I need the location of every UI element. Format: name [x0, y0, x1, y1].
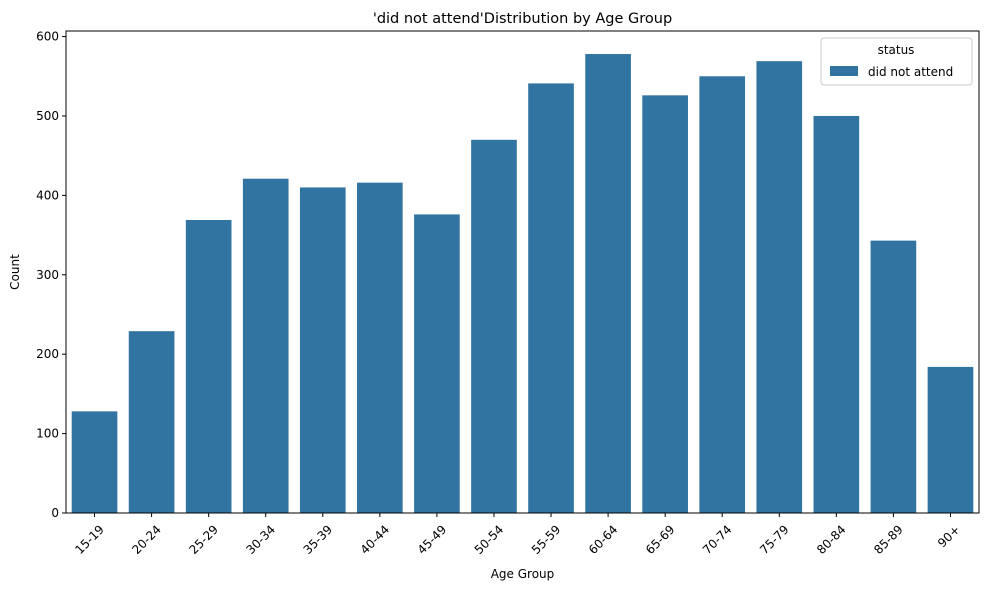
- x-tick-label: 85-89: [871, 522, 906, 557]
- x-tick-label: 80-84: [814, 522, 849, 557]
- bar-35-39: [299, 187, 346, 513]
- x-axis: 15-19 20-24 25-29 30-34 35-39 40-44 45-49 50-54…: [72, 513, 963, 557]
- x-tick-label: 20-24: [129, 522, 164, 557]
- x-tick-label: 15-19: [72, 522, 107, 557]
- x-tick-label: 50-54: [472, 522, 507, 557]
- x-tick-label: 25-29: [186, 522, 221, 557]
- legend-swatch: [830, 66, 858, 76]
- x-tick-label: 75-79: [757, 522, 792, 557]
- legend: status did not attend: [820, 37, 973, 86]
- bar-75-79: [756, 61, 803, 514]
- bar-40-44: [357, 182, 403, 513]
- bar-90+: [927, 366, 974, 513]
- x-tick-label: 45-49: [415, 522, 450, 557]
- x-tick-label: 65-69: [643, 522, 678, 557]
- x-tick-label: 90+: [935, 522, 963, 550]
- bar-80-84: [813, 115, 860, 514]
- bar-70-74: [699, 76, 746, 513]
- bar-25-29: [185, 219, 232, 513]
- bar-50-54: [471, 139, 517, 513]
- y-tick-label: 0: [51, 506, 59, 520]
- bar-55-59: [528, 83, 574, 513]
- bar-30-34: [242, 178, 289, 513]
- y-tick-label: 500: [36, 109, 59, 123]
- y-tick-label: 200: [36, 347, 59, 361]
- x-tick-label: 35-39: [301, 522, 336, 557]
- x-tick-label: 70-74: [700, 522, 735, 557]
- bar-85-89: [870, 240, 917, 513]
- y-axis: 0 100 200 300 400 500 600: [36, 30, 66, 520]
- x-tick-label: 40-44: [358, 522, 393, 557]
- legend-label: did not attend: [868, 65, 953, 79]
- x-tick-label: 30-34: [244, 522, 279, 557]
- legend-title: status: [878, 43, 915, 57]
- y-tick-label: 400: [36, 188, 59, 202]
- x-tick-label: 60-64: [586, 522, 621, 557]
- x-tick-label: 55-59: [529, 522, 564, 557]
- chart-title: 'did not attend'Distribution by Age Grou…: [373, 11, 672, 27]
- legend-box: [820, 37, 973, 86]
- plot-frame: [65, 30, 980, 514]
- x-axis-title: Age Group: [491, 567, 555, 581]
- y-tick-label: 600: [36, 30, 59, 44]
- y-tick-label: 300: [36, 268, 59, 282]
- bar-45-49: [414, 214, 460, 513]
- bar-20-24: [128, 331, 175, 513]
- bar-60-64: [585, 54, 631, 513]
- y-tick-label: 100: [36, 427, 59, 441]
- bars-group: [71, 54, 974, 514]
- bar-65-69: [642, 95, 688, 513]
- bar-15-19: [71, 411, 118, 513]
- y-axis-title: Count: [8, 254, 22, 290]
